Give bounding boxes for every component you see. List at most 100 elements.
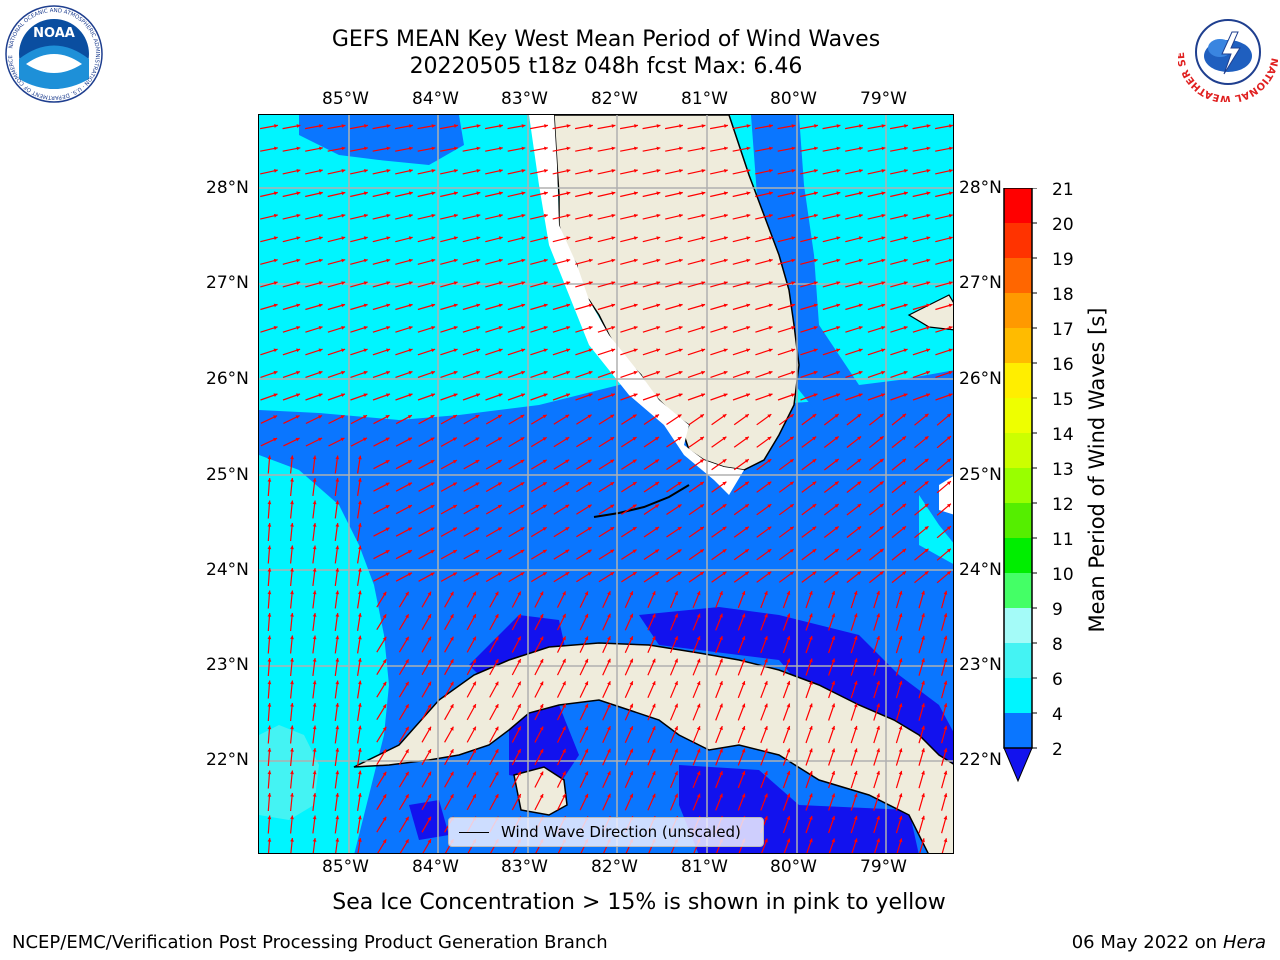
wave-direction-arrowhead <box>921 748 925 753</box>
wave-direction-arrowhead <box>453 191 458 196</box>
wave-direction-arrowhead <box>472 681 476 686</box>
wave-direction-arrowhead <box>382 659 387 664</box>
wave-direction-arrowhead <box>836 326 841 330</box>
wave-direction-arrowhead <box>382 636 387 641</box>
wave-direction-arrowhead <box>543 370 548 375</box>
wave-direction-arrowhead <box>539 681 544 686</box>
wave-direction-arrowhead <box>472 749 476 754</box>
wave-direction-arrowhead <box>335 590 340 595</box>
wave-direction-arrowhead <box>903 236 908 240</box>
bahamas-land <box>907 294 953 331</box>
wave-direction-arrowhead <box>633 348 638 353</box>
wave-direction-arrowhead <box>655 504 659 509</box>
lon-label-bottom: 84°W <box>412 857 459 877</box>
wave-direction-arrowhead <box>724 124 728 128</box>
wave-direction-arrowhead <box>427 816 431 821</box>
colorbar-tick: 14 <box>1052 425 1074 445</box>
wave-direction-arrowhead <box>722 504 727 508</box>
wave-direction-arrowhead <box>494 636 499 641</box>
wave-direction-arrowhead <box>562 703 566 708</box>
wave-direction-arrowhead <box>699 526 704 531</box>
wave-direction-arrowhead <box>789 481 794 486</box>
wave-direction-arrowhead <box>610 437 615 441</box>
wave-direction-arrowhead <box>340 437 345 442</box>
wave-direction-arrowhead <box>584 681 589 686</box>
wave-direction-arrowhead <box>898 613 903 618</box>
wave-direction-arrowhead <box>902 526 906 531</box>
wave-direction-arrowhead <box>408 191 413 196</box>
wave-direction-arrowhead <box>898 838 903 843</box>
wave-direction-arrowhead <box>879 436 884 441</box>
wave-direction-arrowhead <box>290 478 294 482</box>
wave-direction-arrowhead <box>881 348 886 353</box>
cuba-land <box>353 642 953 853</box>
wave-direction-arrowhead <box>341 326 346 330</box>
wave-direction-arrowhead <box>382 726 387 731</box>
wave-direction-arrowhead <box>876 658 880 663</box>
wave-direction-arrowhead <box>904 146 908 151</box>
wave-direction-arrowhead <box>881 191 886 196</box>
wave-direction-arrowhead <box>312 478 317 482</box>
wave-direction-arrowhead <box>453 370 458 375</box>
wave-direction-arrowhead <box>926 393 930 397</box>
wave-direction-arrowhead <box>543 393 548 397</box>
lat-label-left: 26°N <box>206 369 249 389</box>
wave-direction-arrowhead <box>632 527 637 531</box>
wave-direction-arrowhead <box>836 258 841 263</box>
wave-direction-arrowhead <box>588 326 593 330</box>
wave-direction-arrowhead <box>921 838 925 843</box>
wave-direction-arrowhead <box>407 437 412 442</box>
wave-direction-arrowhead <box>791 258 796 263</box>
lat-label-right: 23°N <box>959 655 1002 675</box>
wave-direction-arrowhead <box>652 748 656 753</box>
wave-direction-arrowhead <box>949 169 953 173</box>
wave-direction-arrowhead <box>610 504 615 509</box>
wave-direction-arrowhead <box>450 704 454 709</box>
wave-direction-arrowhead <box>741 636 746 641</box>
wave-direction-arrowhead <box>312 613 317 617</box>
wave-direction-arrowhead <box>791 370 795 375</box>
lon-label-bottom: 83°W <box>501 857 548 877</box>
wave-direction-arrowhead <box>921 770 925 775</box>
wave-direction-arrowhead <box>562 771 566 776</box>
wave-direction-arrowhead <box>903 393 908 397</box>
wave-direction-arrowhead <box>699 436 704 441</box>
wave-direction-arrowhead <box>517 749 521 753</box>
wave-direction-arrowhead <box>836 393 840 397</box>
florida-keys <box>593 484 690 518</box>
wave-direction-arrowhead <box>318 370 323 375</box>
wave-direction-arrowhead <box>652 793 656 798</box>
wave-direction-arrowhead <box>427 839 431 844</box>
wave-direction-arrowhead <box>273 370 278 375</box>
wave-direction-arrowhead <box>386 191 391 196</box>
wave-direction-arrowhead <box>499 146 503 151</box>
wave-direction-arrowhead <box>543 303 548 308</box>
wave-direction-arrowhead <box>723 191 728 196</box>
wave-direction-arrowhead <box>407 505 412 509</box>
wave-direction-arrowhead <box>312 770 317 775</box>
wave-direction-arrowhead <box>497 460 502 464</box>
wave-direction-arrowhead <box>809 726 813 730</box>
wave-direction-arrowhead <box>655 572 659 576</box>
wave-direction-arrowhead <box>678 370 683 375</box>
colorbar-tick: 8 <box>1052 635 1063 655</box>
wave-direction-arrowhead <box>335 725 340 730</box>
wave-direction-arrowhead <box>520 549 525 554</box>
wave-direction-arrowhead <box>789 571 794 576</box>
wave-direction-arrowhead <box>273 437 278 442</box>
wave-direction-arrowhead <box>607 793 611 798</box>
wave-direction-arrowhead <box>565 549 570 554</box>
wave-direction-arrowhead <box>430 415 435 419</box>
wave-direction-arrowhead <box>453 281 458 285</box>
wave-direction-arrowhead <box>475 482 480 486</box>
wave-direction-arrowhead <box>562 613 566 618</box>
wave-direction-arrowhead <box>881 303 886 308</box>
wave-direction-arrowhead <box>584 703 589 708</box>
wave-direction-arrowhead <box>319 146 323 151</box>
wave-direction-arrowhead <box>812 549 817 553</box>
wave-direction-arrowhead <box>476 169 481 173</box>
wave-direction-arrowhead <box>296 191 301 196</box>
lon-label-bottom: 80°W <box>770 857 817 877</box>
wave-direction-arrowhead <box>921 635 925 640</box>
wave-direction-arrowhead <box>497 482 502 486</box>
